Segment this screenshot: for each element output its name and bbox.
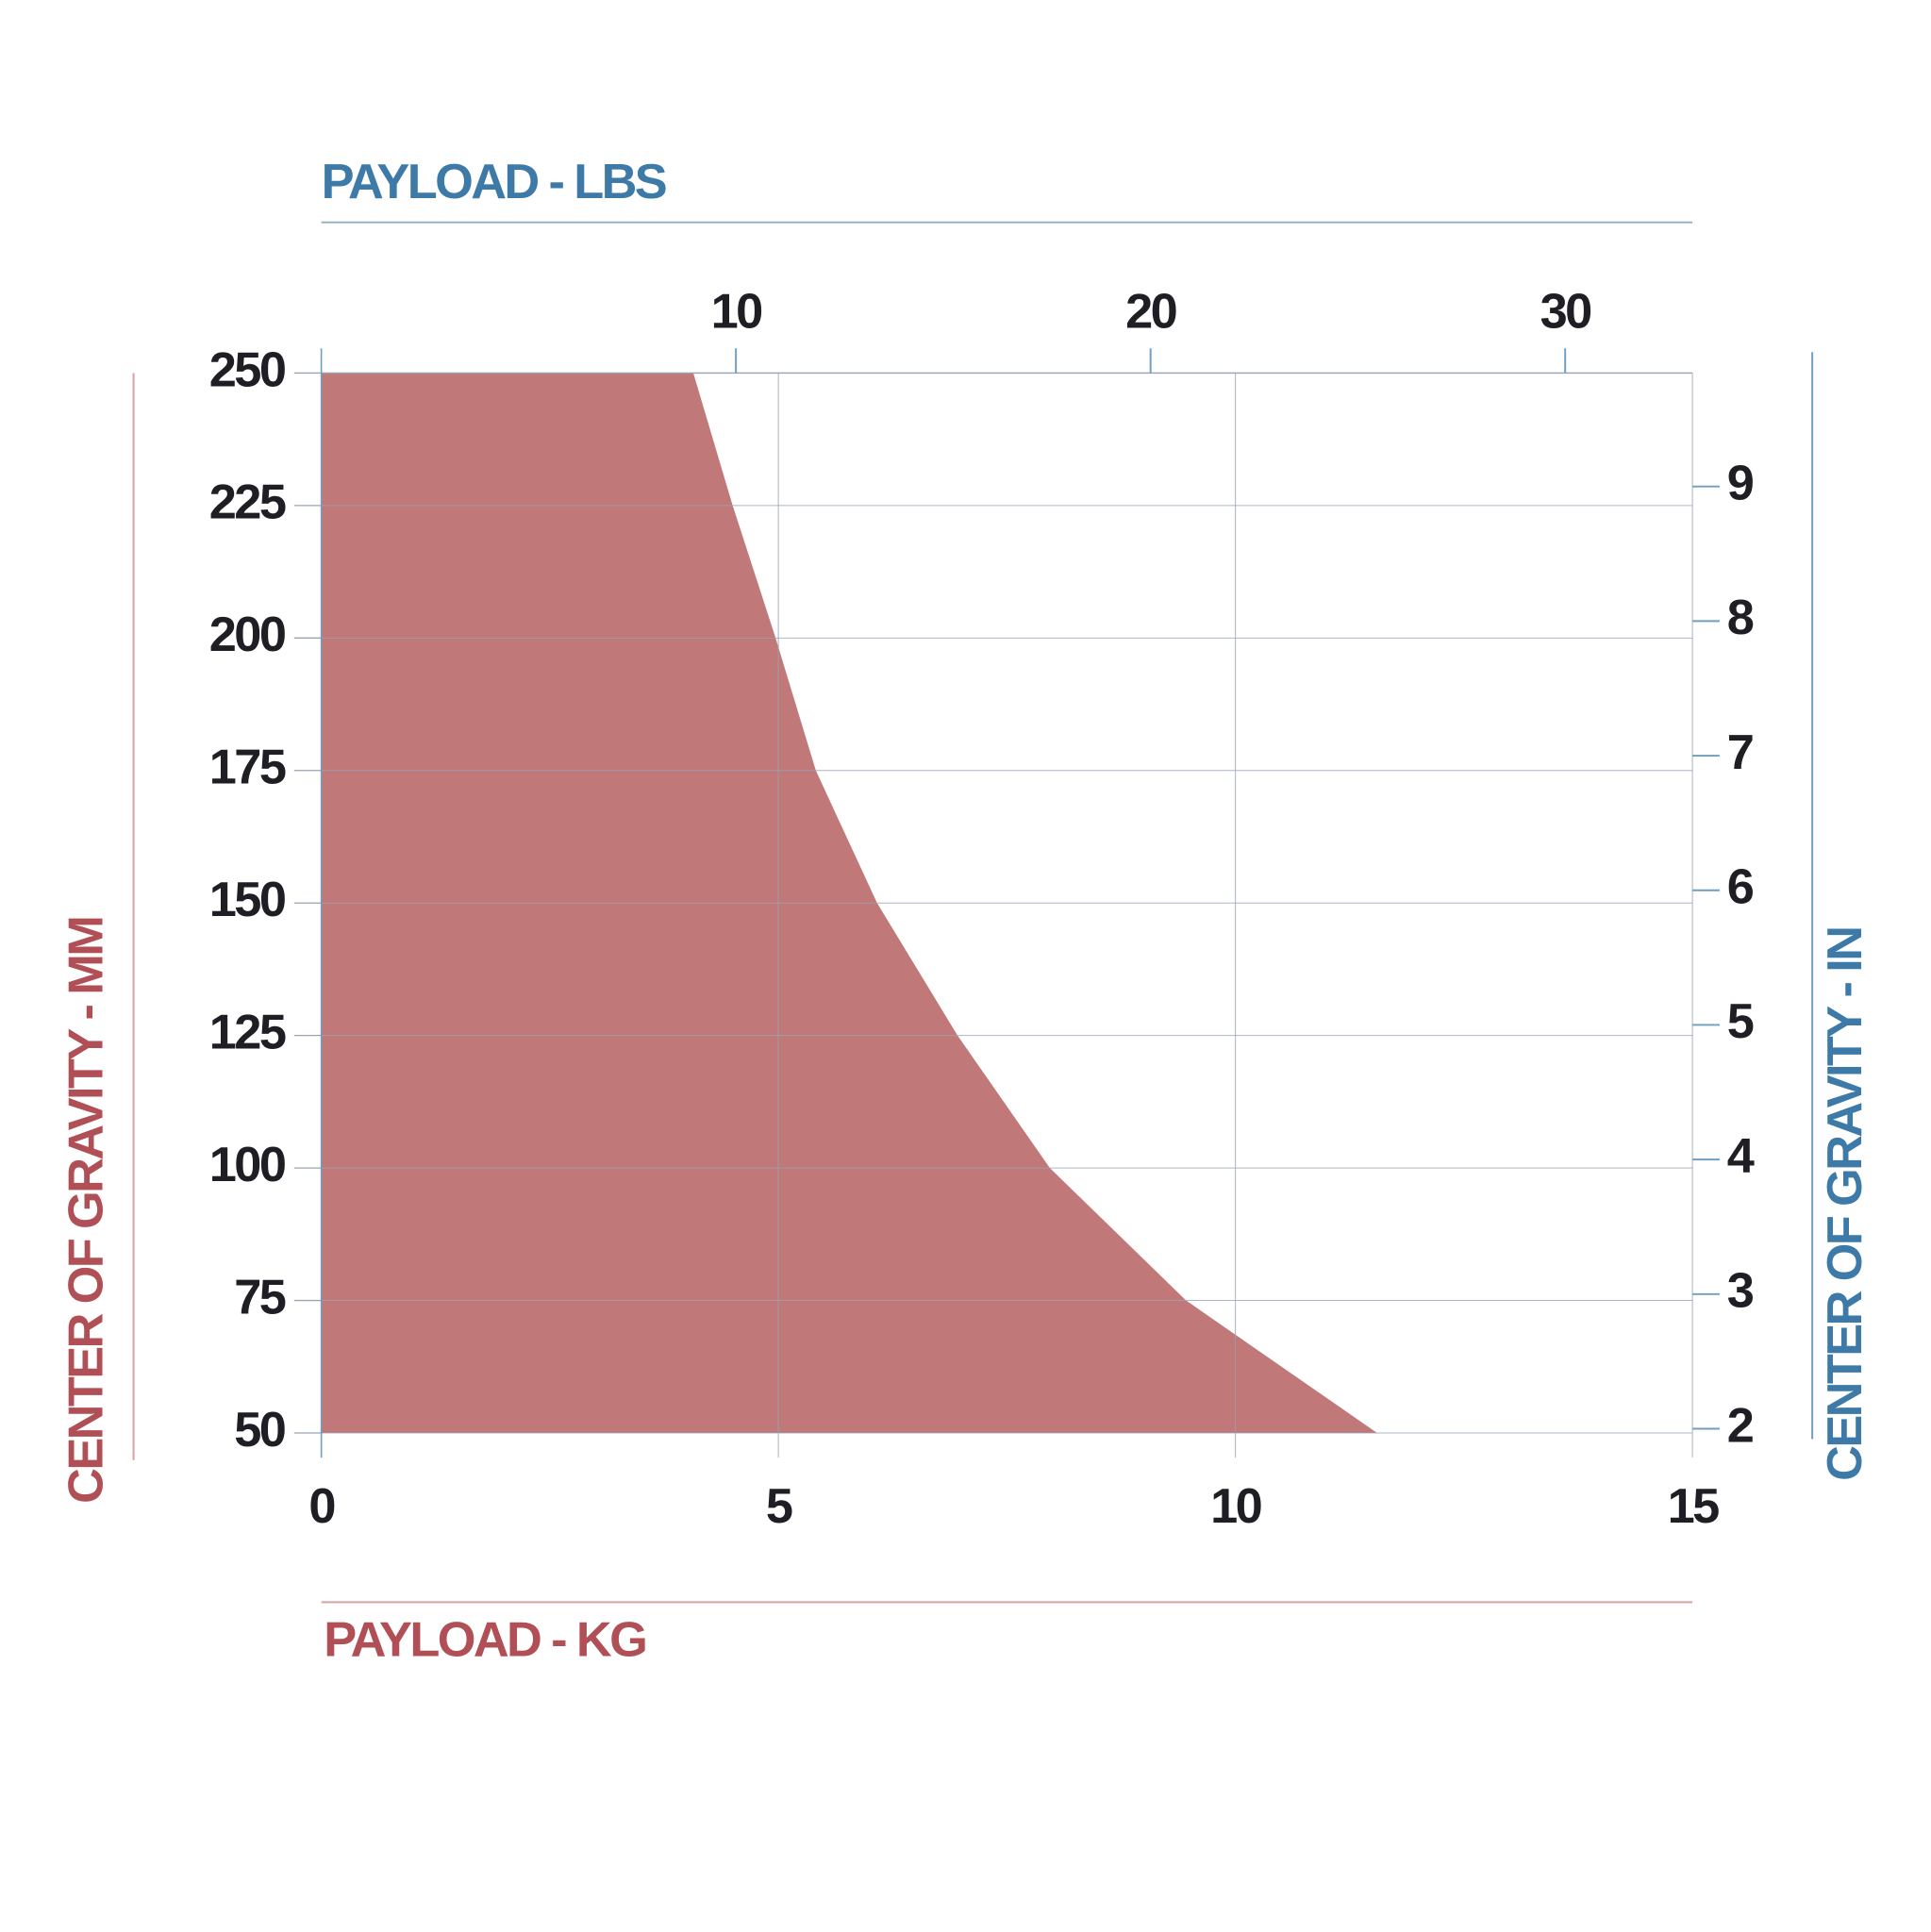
y2-tick-label: 5 — [1727, 994, 1754, 1049]
y-tick-label: 75 — [234, 1270, 286, 1324]
y-tick-label: 150 — [209, 873, 285, 927]
y2-axis-title: CENTER OF GRAVITY - IN — [1818, 928, 1873, 1481]
y2-tick-label: 3 — [1727, 1264, 1754, 1319]
x2-tick-label: 30 — [1540, 285, 1591, 340]
y-axis-title: CENTER OF GRAVITY - MM — [58, 918, 113, 1504]
y2-tick-label: 8 — [1727, 591, 1754, 645]
x-tick-label: 10 — [1210, 1479, 1261, 1534]
y-tick-label: 200 — [209, 608, 285, 662]
y-tick-label: 250 — [209, 342, 285, 397]
y2-tick-label: 4 — [1727, 1129, 1755, 1184]
y2-tick-label: 7 — [1727, 725, 1753, 780]
y2-tick-label: 9 — [1727, 456, 1754, 510]
y2-tick-label: 6 — [1727, 860, 1754, 915]
x-tick-label: 0 — [308, 1479, 334, 1534]
y-tick-label: 100 — [209, 1138, 285, 1192]
y-tick-label: 175 — [209, 741, 286, 795]
x-tick-label: 15 — [1668, 1479, 1720, 1534]
y2-tick-label: 2 — [1727, 1398, 1754, 1453]
x2-tick-label: 20 — [1125, 285, 1176, 340]
y-tick-label: 225 — [209, 475, 286, 530]
x-tick-label: 5 — [766, 1479, 792, 1534]
y-tick-label: 50 — [234, 1403, 285, 1457]
y-tick-label: 125 — [209, 1005, 286, 1059]
x-axis-title: PAYLOAD - KG — [324, 1612, 645, 1667]
x2-tick-label: 10 — [711, 285, 762, 340]
x2-axis-title: PAYLOAD - LBS — [322, 155, 666, 209]
